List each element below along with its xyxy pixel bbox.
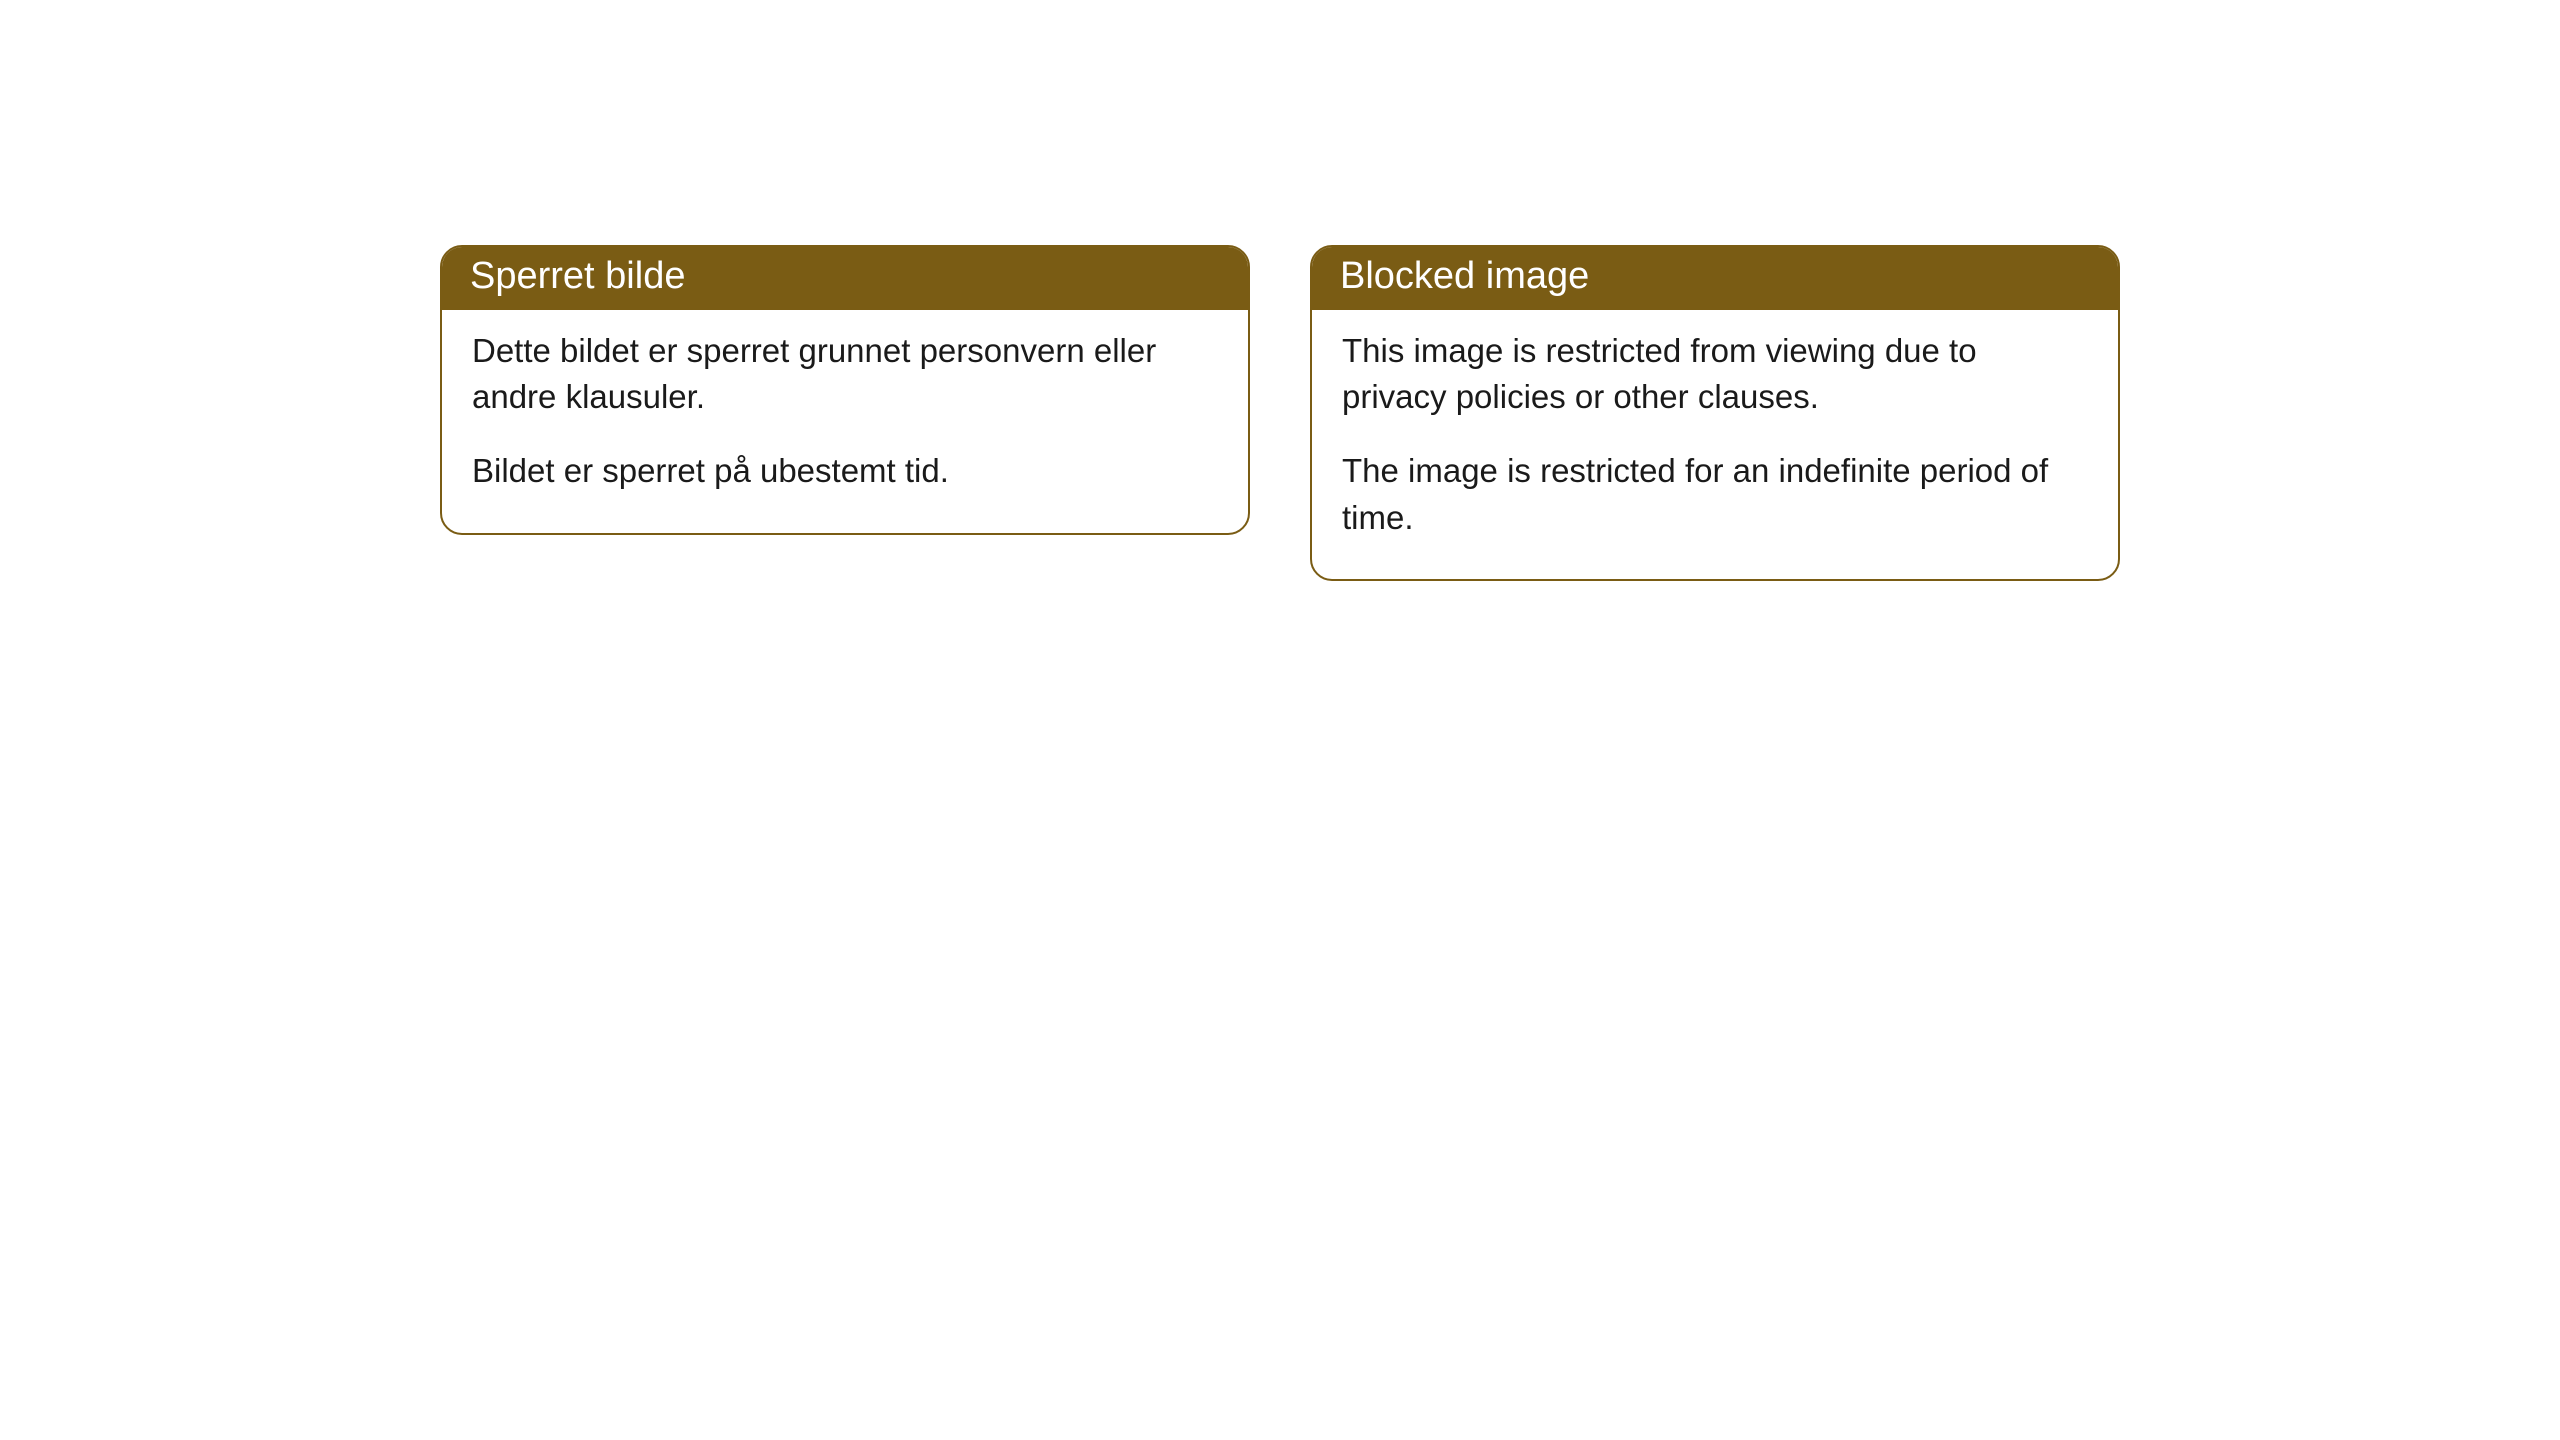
card-header-english: Blocked image	[1312, 247, 2118, 310]
card-text-english-1: This image is restricted from viewing du…	[1342, 328, 2088, 420]
card-title-norwegian: Sperret bilde	[470, 255, 685, 297]
cards-container: Sperret bilde Dette bildet er sperret gr…	[440, 245, 2120, 1440]
card-body-norwegian: Dette bildet er sperret grunnet personve…	[442, 310, 1248, 533]
card-body-english: This image is restricted from viewing du…	[1312, 310, 2118, 579]
card-header-norwegian: Sperret bilde	[442, 247, 1248, 310]
card-text-norwegian-1: Dette bildet er sperret grunnet personve…	[472, 328, 1218, 420]
card-text-norwegian-2: Bildet er sperret på ubestemt tid.	[472, 448, 1218, 494]
card-norwegian: Sperret bilde Dette bildet er sperret gr…	[440, 245, 1250, 535]
card-title-english: Blocked image	[1340, 255, 1589, 297]
card-english: Blocked image This image is restricted f…	[1310, 245, 2120, 581]
card-text-english-2: The image is restricted for an indefinit…	[1342, 448, 2088, 540]
